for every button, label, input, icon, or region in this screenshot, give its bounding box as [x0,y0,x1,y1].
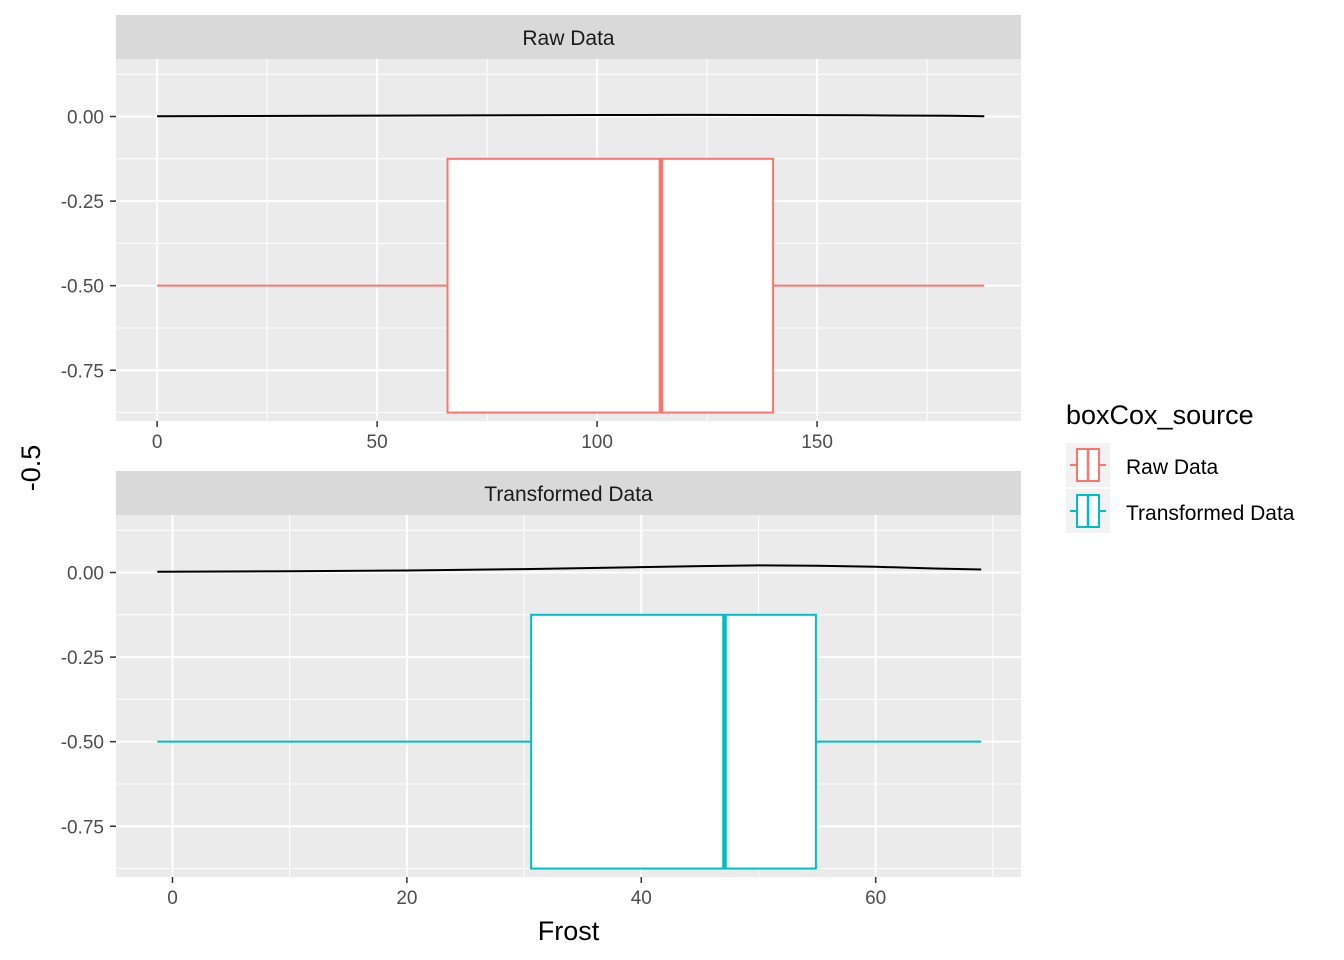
strip-background [116,471,1021,515]
legend-key-transformed-data [1066,489,1110,533]
x-tick-label: 50 [367,432,388,453]
y-axis-ticks: 0.00 -0.25 -0.50 -0.75 [61,108,116,382]
x-tick-label: 0 [167,888,178,909]
box-iqr [446,157,775,414]
box-marks [157,564,982,870]
x-tick-label: 0 [152,432,163,453]
box-iqr [530,613,817,870]
x-tick-label: 20 [396,888,417,909]
x-axis-title: Frost [538,916,600,946]
box-marks [157,113,985,414]
legend: boxCox_source Raw Data Transformed Data [1066,400,1295,533]
x-tick-label: 40 [631,888,652,909]
x-tick-label: 150 [801,432,833,453]
x-tick-label: 100 [581,432,613,453]
strip-background [116,15,1021,59]
strip-label: Transformed Data [484,483,653,506]
x-axis-ticks: 0 20 40 60 [167,877,886,909]
x-axis-ticks: 0 50 100 150 [152,421,833,453]
strip-label: Raw Data [522,27,615,50]
legend-label-transformed-data: Transformed Data [1126,502,1295,525]
y-tick-label: -0.25 [61,648,104,669]
legend-title: boxCox_source [1066,400,1254,430]
density-line [157,113,985,118]
legend-key-raw-data [1066,443,1110,487]
y-tick-label: 0.00 [67,564,104,585]
panel-transformed-data: Transformed Data 0.00 -0.25 -0.50 -0.75 0 20… [61,471,1021,909]
y-tick-label: 0.00 [67,108,104,129]
panel-raw-data: Raw Data 0.00 -0.25 -0.50 -0.75 0 50 100 150 [61,15,1021,453]
y-tick-label: -0.50 [61,277,104,298]
y-axis-title: -0.5 [16,445,46,492]
y-tick-label: -0.75 [61,817,104,838]
density-line [157,564,982,573]
y-tick-label: -0.75 [61,361,104,382]
x-tick-label: 60 [865,888,886,909]
legend-label-raw-data: Raw Data [1126,456,1219,479]
y-tick-label: -0.25 [61,192,104,213]
y-tick-label: -0.50 [61,733,104,754]
y-axis-ticks: 0.00 -0.25 -0.50 -0.75 [61,564,116,838]
